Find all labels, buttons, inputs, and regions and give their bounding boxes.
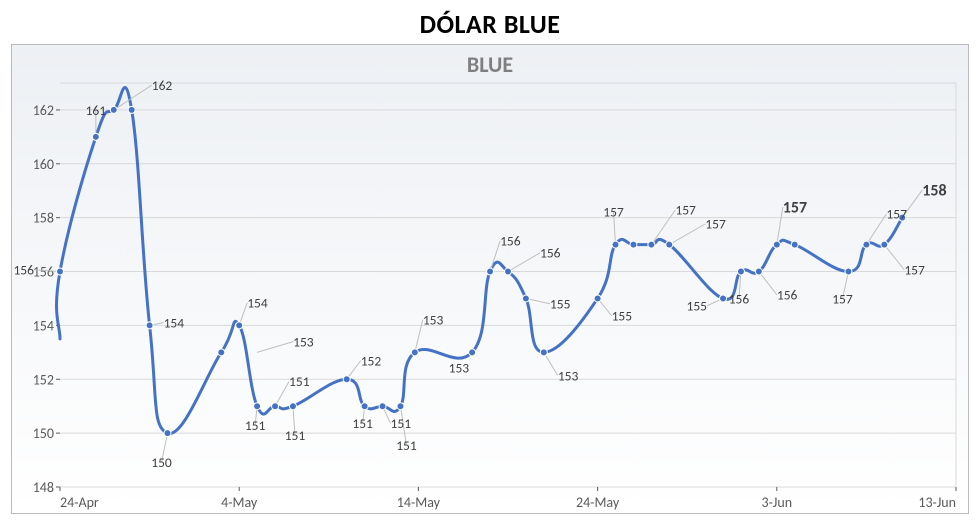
- y-tick-label: 160: [33, 156, 54, 173]
- data-label: 157: [904, 262, 925, 279]
- marker: [289, 403, 296, 410]
- marker: [110, 106, 117, 113]
- data-label: 157: [603, 204, 624, 221]
- marker: [845, 268, 852, 275]
- data-label: 151: [285, 427, 306, 444]
- x-tick-label: 14-May: [397, 494, 441, 511]
- x-tick-label: 24-Apr: [60, 494, 99, 511]
- marker: [361, 403, 368, 410]
- marker: [469, 349, 476, 356]
- marker: [236, 322, 243, 329]
- data-label: 150: [151, 454, 172, 471]
- marker: [254, 403, 261, 410]
- y-tick-label: 152: [33, 371, 54, 388]
- x-tick-label: 13-Jun: [918, 494, 956, 511]
- marker: [92, 133, 99, 140]
- data-label: 151: [245, 417, 266, 434]
- data-label: 153: [449, 359, 470, 376]
- data-label: 156: [777, 287, 798, 304]
- marker: [540, 349, 547, 356]
- leader-lines: [34, 85, 922, 462]
- data-label: 151: [396, 437, 417, 454]
- data-label: 153: [293, 333, 314, 350]
- x-tick-label: 3-Jun: [762, 494, 793, 511]
- marker: [648, 241, 655, 248]
- marker: [630, 241, 637, 248]
- data-label: 158: [922, 182, 946, 201]
- data-label: 157: [705, 216, 726, 233]
- marker: [594, 295, 601, 302]
- marker: [411, 349, 418, 356]
- data-label: 153: [558, 367, 579, 384]
- data-label: 156: [500, 233, 521, 250]
- marker: [720, 295, 727, 302]
- series-line: [56, 87, 902, 433]
- chart-title: BLUE: [12, 51, 968, 78]
- x-tick-label: 4-May: [221, 494, 258, 511]
- data-label: 157: [783, 199, 807, 218]
- marker: [881, 241, 888, 248]
- data-label: 156: [729, 291, 750, 308]
- marker: [218, 349, 225, 356]
- data-label: 151: [352, 415, 373, 432]
- data-label: 155: [612, 307, 633, 324]
- marker: [164, 430, 171, 437]
- data-label: 157: [832, 291, 853, 308]
- data-label: 153: [423, 311, 444, 328]
- marker: [272, 403, 279, 410]
- data-label: 151: [391, 415, 412, 432]
- marker: [773, 241, 780, 248]
- data-label: 157: [675, 202, 696, 219]
- marker: [379, 403, 386, 410]
- data-label: 156: [13, 262, 34, 279]
- data-label: 156: [540, 245, 561, 262]
- y-tick-label: 154: [33, 317, 54, 334]
- data-label: 155: [687, 297, 708, 314]
- marker: [146, 322, 153, 329]
- y-tick-label: 150: [33, 425, 54, 442]
- marker: [612, 241, 619, 248]
- y-tick-label: 148: [33, 479, 54, 496]
- marker: [57, 268, 64, 275]
- line-chart: 148 150 152 154 156 158 160 162 24-Apr 4-May 14-Ma…: [12, 45, 968, 513]
- y-tick-label: 158: [33, 210, 54, 227]
- data-label: 155: [550, 295, 571, 312]
- marker: [666, 241, 673, 248]
- marker: [737, 268, 744, 275]
- data-label: 151: [289, 373, 310, 390]
- marker: [397, 403, 404, 410]
- marker: [343, 376, 350, 383]
- marker: [505, 268, 512, 275]
- x-tick-label: 24-May: [576, 494, 620, 511]
- data-label: 154: [164, 314, 185, 331]
- marker: [522, 295, 529, 302]
- data-label: 157: [886, 206, 907, 223]
- marker: [755, 268, 762, 275]
- data-label: 161: [86, 102, 107, 119]
- data-label: 162: [152, 77, 173, 94]
- page-title: DÓLAR BLUE: [0, 8, 980, 40]
- data-label: 154: [247, 294, 268, 311]
- marker: [863, 241, 870, 248]
- marker: [128, 106, 135, 113]
- marker: [791, 241, 798, 248]
- y-tick-label: 162: [33, 102, 54, 119]
- y-tick-label: 156: [33, 264, 54, 281]
- chart-container: BLUE 148 150 152 154 156 158 160 162 24-Apr 4-May…: [11, 44, 969, 514]
- data-label: 152: [361, 352, 382, 369]
- data-labels: 156 161 162 154 150 154 151 151 151 152 151 151 151 1…: [13, 77, 946, 471]
- marker: [487, 268, 494, 275]
